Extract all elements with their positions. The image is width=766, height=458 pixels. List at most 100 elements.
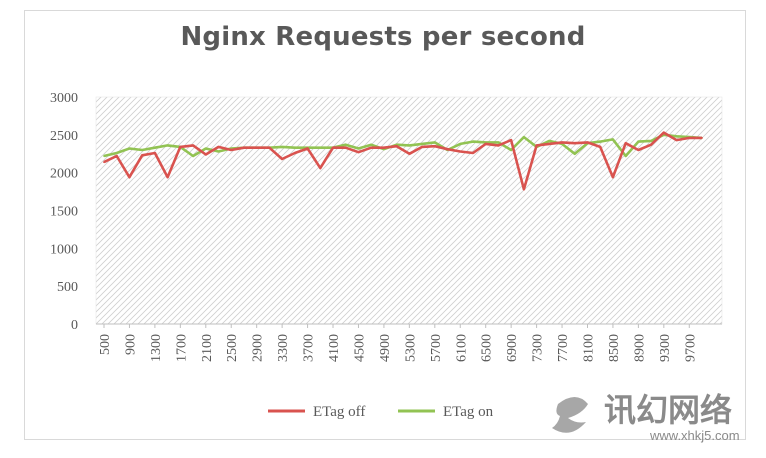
data-point-etag-on <box>472 140 474 143</box>
x-tick-label: 8900 <box>632 334 647 362</box>
watermark: 讯幻网络 www.xhkj5.com <box>552 391 740 443</box>
legend: ETag off ETag on <box>268 404 494 420</box>
data-point-etag-off <box>446 148 449 151</box>
x-tick-label: 5700 <box>429 334 444 362</box>
data-point-etag-off <box>497 144 500 147</box>
data-point-etag-off <box>472 152 474 154</box>
data-point-etag-off <box>510 139 512 142</box>
data-point-etag-off <box>624 142 627 145</box>
y-tick-label: 500 <box>57 280 78 295</box>
x-tick-label: 2100 <box>200 334 215 362</box>
data-point-etag-on <box>408 144 411 147</box>
x-tick-label: 1700 <box>174 334 189 362</box>
x-tick-label: 6100 <box>454 334 469 362</box>
x-tick-label: 9700 <box>683 334 698 362</box>
data-point-etag-on <box>141 149 144 151</box>
data-point-etag-off <box>637 149 640 151</box>
data-point-etag-off <box>395 145 398 148</box>
x-tick-label: 2900 <box>251 334 266 362</box>
y-tick-label: 3000 <box>50 91 78 106</box>
data-point-etag-on <box>154 146 156 149</box>
data-point-etag-off <box>523 188 525 191</box>
y-tick-label: 0 <box>71 318 78 333</box>
data-point-etag-off <box>612 176 614 179</box>
data-point-etag-on <box>357 147 360 150</box>
data-point-etag-off <box>370 146 373 149</box>
x-tick-label: 8100 <box>581 334 596 362</box>
data-point-etag-on <box>217 150 220 153</box>
data-point-etag-off <box>268 146 271 149</box>
data-point-etag-off <box>192 144 195 147</box>
data-point-etag-off <box>675 139 678 142</box>
chart-title: Nginx Requests per second <box>180 22 586 52</box>
plot-area <box>95 96 723 325</box>
data-point-etag-on <box>510 149 512 151</box>
data-point-etag-off <box>650 143 652 146</box>
data-point-etag-on <box>548 140 551 142</box>
data-point-etag-off <box>319 167 322 170</box>
data-point-etag-off <box>217 146 220 148</box>
data-point-etag-on <box>599 140 602 143</box>
data-point-etag-off <box>128 176 131 179</box>
data-point-etag-off <box>103 161 105 164</box>
x-tick-label: 3700 <box>302 334 317 362</box>
data-point-etag-on <box>459 143 462 145</box>
data-point-etag-off <box>599 146 602 148</box>
series-line-etag-on <box>103 133 703 158</box>
data-point-etag-on <box>624 155 627 157</box>
data-point-etag-off <box>230 149 233 151</box>
data-point-etag-off <box>548 143 551 145</box>
y-tick-label: 1000 <box>50 242 78 257</box>
data-point-etag-on <box>166 144 169 147</box>
data-point-etag-on <box>370 143 373 146</box>
watermark-bird-logo <box>552 397 588 433</box>
data-point-etag-off <box>383 146 385 149</box>
data-point-etag-off <box>243 146 245 149</box>
data-point-etag-off <box>204 153 207 156</box>
x-tick-label: 4500 <box>352 334 367 362</box>
data-point-etag-off <box>344 146 347 149</box>
y-tick-label: 2500 <box>50 129 78 144</box>
x-tick-label: 4100 <box>327 334 342 362</box>
data-point-etag-off <box>357 151 360 154</box>
data-point-etag-on <box>650 140 652 142</box>
data-point-etag-on <box>421 143 423 145</box>
x-tick-label: 3300 <box>276 334 291 362</box>
x-tick-label: 900 <box>123 334 138 355</box>
data-point-etag-off <box>586 141 589 144</box>
data-point-etag-on <box>204 147 207 150</box>
data-point-etag-off <box>701 137 703 139</box>
x-tick-label: 1300 <box>149 334 164 362</box>
data-point-etag-off <box>115 155 118 157</box>
x-tick-label: 5300 <box>403 334 418 362</box>
data-point-etag-on <box>294 146 296 149</box>
data-point-etag-on <box>433 141 436 144</box>
data-point-etag-on <box>497 141 500 144</box>
data-point-etag-off <box>561 141 563 144</box>
data-point-etag-on <box>115 152 118 154</box>
data-point-etag-on <box>637 140 640 143</box>
x-tick-label: 4900 <box>378 334 393 362</box>
x-tick-label: 2500 <box>225 334 240 362</box>
y-tick-label: 2000 <box>50 167 78 182</box>
data-point-etag-off <box>573 142 576 145</box>
watermark-glyphs: 讯幻网络 <box>604 391 732 429</box>
data-point-etag-off <box>484 143 487 145</box>
watermark-url: www.xhkj5.com <box>649 428 740 443</box>
data-point-etag-off <box>294 152 296 154</box>
data-point-etag-off <box>421 146 423 148</box>
legend-label-etag-off: ETag off <box>313 404 365 420</box>
data-point-etag-off <box>535 144 538 147</box>
data-point-etag-off <box>141 154 144 157</box>
x-tick-label: 7700 <box>556 334 571 362</box>
data-point-etag-off <box>255 146 258 149</box>
data-point-etag-off <box>662 131 665 134</box>
data-point-etag-off <box>459 150 462 153</box>
data-point-etag-on <box>344 143 347 146</box>
series-line-etag-off <box>103 131 702 191</box>
x-tick-label: 6900 <box>505 334 520 362</box>
data-point-etag-off <box>281 158 283 160</box>
data-point-etag-off <box>408 152 411 155</box>
x-tick-label: 500 <box>98 334 113 355</box>
